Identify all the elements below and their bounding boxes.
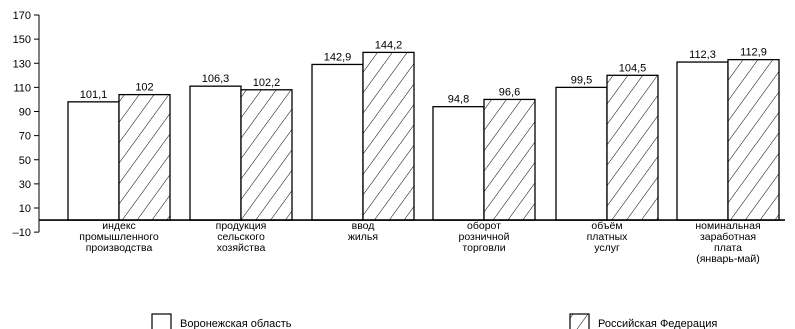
legend-label: Воронежская область xyxy=(180,318,292,329)
y-tick-label: 150 xyxy=(13,34,31,46)
bar-russia-4 xyxy=(606,74,659,221)
y-tick-label: 70 xyxy=(19,131,31,143)
bar-voronezh-3 xyxy=(432,106,485,221)
y-tick-label: 110 xyxy=(13,82,31,94)
data-label: 104,5 xyxy=(619,62,647,74)
y-tick-label: 170 xyxy=(13,10,31,22)
y-tick-label: 90 xyxy=(19,107,31,119)
data-label: 102 xyxy=(135,82,153,94)
bar-voronezh-2 xyxy=(311,63,364,221)
data-label: 101,1 xyxy=(80,89,108,101)
data-label: 142,9 xyxy=(324,51,352,63)
data-label: 106,3 xyxy=(202,73,230,85)
data-label: 96,6 xyxy=(499,86,520,98)
data-label: 112,9 xyxy=(740,47,767,59)
legend-label: Российская Федерация xyxy=(598,318,717,329)
y-tick-label: 50 xyxy=(19,155,31,167)
bar-voronezh-5 xyxy=(676,61,729,221)
data-label: 99,5 xyxy=(571,74,592,86)
category-label: оборот розничной торговли xyxy=(458,220,509,254)
bar-voronezh-4 xyxy=(555,86,608,221)
legend-item-voronezh: Воронежская область xyxy=(151,313,292,329)
bar-russia-5 xyxy=(727,58,780,221)
bar-russia-3 xyxy=(483,98,536,221)
data-label: 112,3 xyxy=(689,49,716,61)
y-tick-label: 10 xyxy=(19,203,31,215)
y-axis: –10 10 30 50 70 90 110 130 150 170 xyxy=(13,10,40,239)
y-tick-label: 130 xyxy=(13,58,31,70)
y-tick-label: 30 xyxy=(19,179,31,191)
data-label: 144,2 xyxy=(375,39,403,51)
category-label: индекс промышленного производства xyxy=(79,220,159,254)
legend: Воронежская область Российская Федерация xyxy=(151,313,717,329)
data-label: 102,2 xyxy=(253,77,281,89)
category-label: номинальная заработная плата (январь-май) xyxy=(695,220,760,265)
category-label: ввод жилья xyxy=(348,220,378,243)
legend-swatch xyxy=(569,313,590,329)
category-labels: индекс промышленного производства продукция… xyxy=(79,220,760,265)
legend-swatch xyxy=(151,313,172,329)
category-label: объём платных услуг xyxy=(587,220,629,254)
legend-item-russia: Российская Федерация xyxy=(569,313,717,329)
bar-voronezh-0 xyxy=(67,101,120,221)
bar-russia-1 xyxy=(240,89,293,221)
y-tick-label: –10 xyxy=(13,227,31,239)
category-label: продукция сельского хозяйства xyxy=(216,220,267,254)
bars: 101,1 106,3 142,9 94,8 99,5 112,3 102 102,2 144,… xyxy=(67,39,780,221)
bar-russia-2 xyxy=(362,51,415,221)
data-label: 94,8 xyxy=(448,94,469,106)
bar-russia-0 xyxy=(118,93,171,221)
bar-voronezh-1 xyxy=(189,85,242,221)
